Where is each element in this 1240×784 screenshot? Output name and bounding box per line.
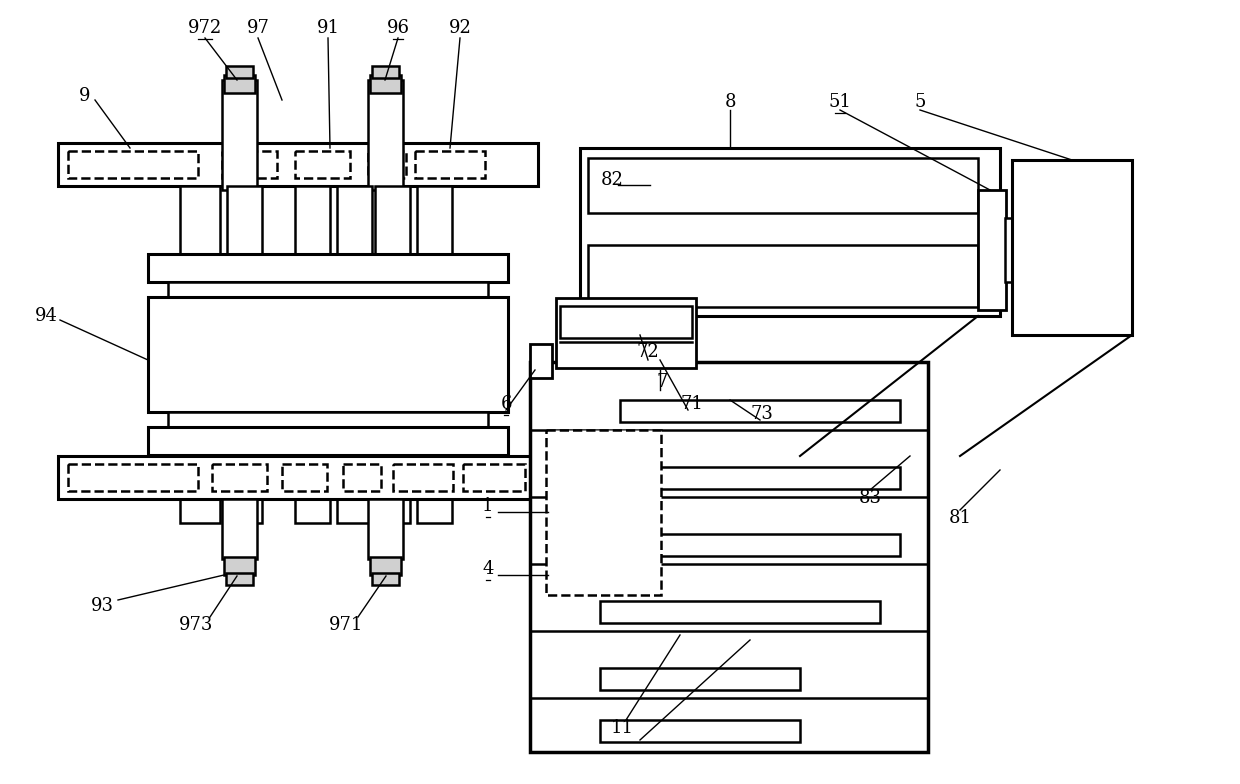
Bar [370, 557, 401, 575]
Bar [620, 400, 900, 422]
Text: 72: 72 [636, 343, 660, 361]
Bar [415, 151, 485, 178]
Text: 51: 51 [828, 93, 852, 111]
Text: 9: 9 [79, 87, 91, 105]
Text: 1: 1 [482, 497, 494, 515]
Bar [281, 464, 327, 491]
Text: 94: 94 [35, 307, 57, 325]
Bar [212, 464, 267, 491]
Bar [1012, 160, 1132, 335]
Bar [374, 186, 410, 254]
Bar [337, 455, 372, 523]
Bar [372, 66, 399, 78]
Text: 71: 71 [681, 395, 703, 413]
Bar [620, 534, 900, 556]
Bar [58, 456, 538, 499]
Text: 73: 73 [750, 405, 774, 423]
Bar [372, 573, 399, 585]
Bar [337, 186, 372, 254]
Bar [393, 464, 453, 491]
Bar [148, 427, 508, 455]
Text: 97: 97 [247, 19, 269, 37]
Bar [68, 464, 198, 491]
Bar [222, 499, 257, 559]
Text: 972: 972 [188, 19, 222, 37]
Bar [368, 499, 403, 559]
Bar [978, 190, 1006, 310]
Bar [529, 362, 928, 752]
Bar [560, 306, 692, 338]
Bar [556, 298, 696, 368]
Bar [588, 245, 978, 307]
Bar [600, 720, 800, 742]
Bar [148, 297, 508, 412]
Text: 7: 7 [656, 373, 667, 391]
Bar [180, 186, 219, 254]
Bar [58, 143, 538, 186]
Bar [295, 455, 330, 523]
Bar [167, 282, 489, 297]
Bar [620, 467, 900, 489]
Bar [370, 75, 401, 93]
Bar [588, 158, 978, 213]
Bar [167, 412, 489, 427]
Bar [180, 455, 219, 523]
Text: 81: 81 [949, 509, 971, 527]
Bar [222, 80, 257, 190]
Text: 6: 6 [500, 395, 512, 413]
Bar [295, 151, 350, 178]
Bar [1004, 218, 1016, 282]
Bar [226, 66, 253, 78]
Bar [546, 430, 661, 595]
Bar [368, 151, 405, 178]
Bar [295, 186, 330, 254]
Bar [227, 455, 262, 523]
Text: 971: 971 [329, 616, 363, 634]
Bar [226, 573, 253, 585]
Text: 4: 4 [482, 560, 494, 578]
Bar [224, 75, 255, 93]
Text: 82: 82 [600, 171, 624, 189]
Bar [600, 601, 880, 623]
Bar [68, 151, 198, 178]
Bar [148, 254, 508, 282]
Text: 83: 83 [858, 489, 882, 507]
Text: 11: 11 [610, 719, 634, 737]
Bar [600, 668, 800, 690]
Bar [417, 455, 453, 523]
Bar [368, 80, 403, 190]
Bar [374, 455, 410, 523]
Text: 92: 92 [449, 19, 471, 37]
Bar [463, 464, 525, 491]
Bar [222, 151, 277, 178]
Text: 91: 91 [316, 19, 340, 37]
Text: 5: 5 [914, 93, 926, 111]
Text: 8: 8 [724, 93, 735, 111]
Bar [580, 148, 999, 316]
Text: 96: 96 [387, 19, 409, 37]
Bar [417, 186, 453, 254]
Bar [343, 464, 381, 491]
Text: 973: 973 [179, 616, 213, 634]
Bar [529, 344, 552, 378]
Bar [224, 557, 255, 575]
Bar [227, 186, 262, 254]
Text: 93: 93 [91, 597, 114, 615]
